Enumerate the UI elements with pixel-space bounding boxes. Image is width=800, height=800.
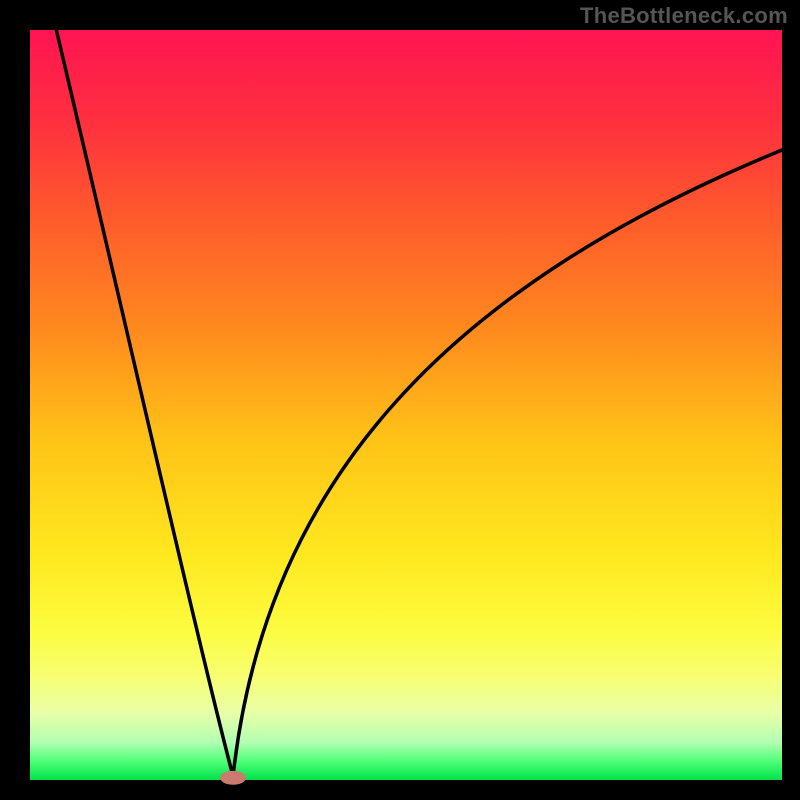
- bottleneck-chart: [0, 0, 800, 800]
- watermark-text: TheBottleneck.com: [580, 3, 788, 29]
- optimal-point-marker: [220, 771, 246, 785]
- chart-container: TheBottleneck.com: [0, 0, 800, 800]
